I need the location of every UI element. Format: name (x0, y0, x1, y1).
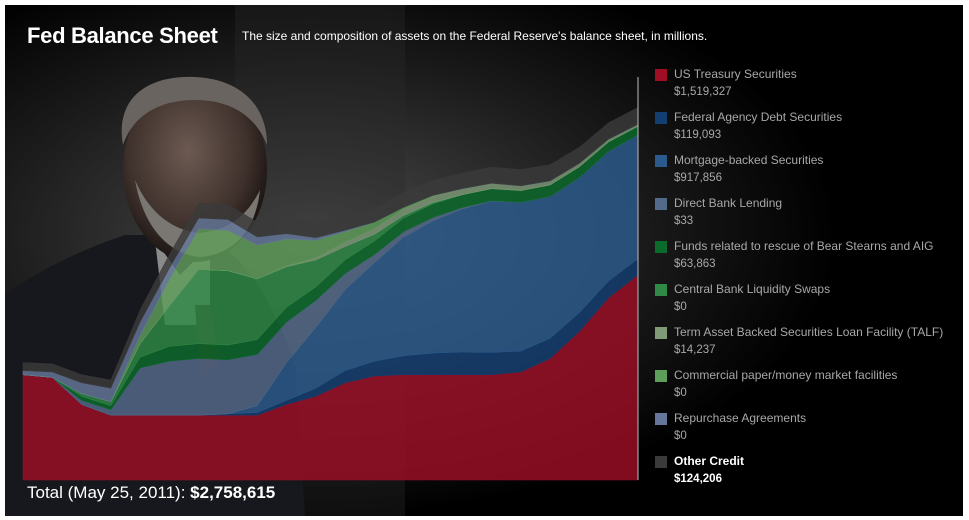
legend-item-repurchase-agreements[interactable]: Repurchase Agreements $0 (655, 409, 960, 452)
legend-swatch (655, 198, 667, 210)
legend-label: Other Credit (674, 454, 745, 468)
legend-value: $0 (674, 430, 687, 442)
legend-swatch (655, 327, 667, 339)
legend-value: $1,519,327 (674, 86, 732, 98)
legend-item-direct-bank-lending[interactable]: Direct Bank Lending $33 (655, 194, 960, 237)
total-value: $2,758,615 (190, 483, 276, 502)
legend-label: Federal Agency Debt Securities (674, 110, 843, 124)
legend-swatch (655, 69, 667, 81)
legend-label: Direct Bank Lending (674, 196, 783, 210)
legend-value: $0 (674, 301, 687, 313)
legend-item-federal-agency-debt[interactable]: Federal Agency Debt Securities $119,093 (655, 108, 960, 151)
legend-swatch (655, 112, 667, 124)
legend-item-talf[interactable]: Term Asset Backed Securities Loan Facili… (655, 323, 960, 366)
chart-subtitle: The size and composition of assets on th… (242, 29, 708, 43)
legend-value: $124,206 (674, 473, 722, 485)
legend-label: Commercial paper/money market facilities (674, 368, 898, 382)
legend-value: $14,237 (674, 344, 716, 356)
total-label: Total (May 25, 2011): (27, 483, 186, 502)
legend-item-liquidity-swaps[interactable]: Central Bank Liquidity Swaps $0 (655, 280, 960, 323)
legend-label: Term Asset Backed Securities Loan Facili… (674, 325, 944, 339)
total-readout: Total (May 25, 2011): $2,758,615 (27, 483, 275, 503)
legend-swatch (655, 456, 667, 468)
legend-value: $63,863 (674, 258, 716, 270)
legend-value: $0 (674, 387, 687, 399)
legend-label: Repurchase Agreements (674, 411, 807, 425)
legend-swatch (655, 370, 667, 382)
legend-value: $119,093 (674, 129, 722, 141)
legend-item-bear-stearns-aig[interactable]: Funds related to rescue of Bear Stearns … (655, 237, 960, 280)
fed-balance-sheet-graphic: Fed Balance Sheet The size and compositi… (5, 5, 963, 516)
legend-item-mortgage-backed[interactable]: Mortgage-backed Securities $917,856 (655, 151, 960, 194)
legend-item-us-treasury[interactable]: US Treasury Securities $1,519,327 (655, 65, 960, 108)
chart-title: Fed Balance Sheet (27, 23, 218, 48)
legend-swatch (655, 413, 667, 425)
legend-label: US Treasury Securities (674, 67, 797, 81)
legend-item-commercial-paper[interactable]: Commercial paper/money market facilities… (655, 366, 960, 409)
legend-label: Central Bank Liquidity Swaps (674, 282, 831, 296)
legend-label: Funds related to rescue of Bear Stearns … (674, 239, 934, 253)
stacked-area-chart[interactable] (5, 5, 963, 516)
legend: US Treasury Securities $1,519,327 Federa… (655, 65, 960, 495)
legend-label: Mortgage-backed Securities (674, 153, 824, 167)
legend-swatch (655, 241, 667, 253)
legend-value: $33 (674, 215, 694, 227)
legend-swatch (655, 284, 667, 296)
legend-swatch (655, 155, 667, 167)
legend-item-other-credit[interactable]: Other Credit $124,206 (655, 452, 960, 495)
legend-value: $917,856 (674, 172, 722, 184)
